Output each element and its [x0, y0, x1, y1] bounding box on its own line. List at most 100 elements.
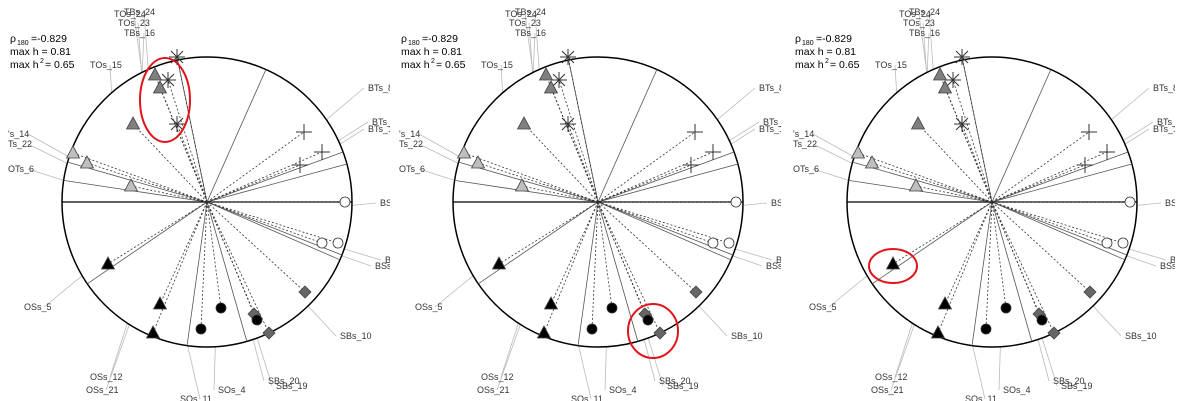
- point-label: TBs_24: [909, 7, 940, 17]
- point-label: BTs_25: [1157, 117, 1187, 127]
- projection-line: [597, 131, 696, 203]
- point-label: BSs_1t: [375, 261, 405, 271]
- leader-line: [418, 143, 459, 164]
- marker-cross: [954, 116, 970, 132]
- marker-diamond: [298, 285, 312, 299]
- marker-cross: [705, 144, 721, 160]
- point-label: OSs_21: [477, 385, 510, 395]
- stat-rho-value: =-0.829: [31, 33, 67, 45]
- marker-triangle: [908, 178, 924, 192]
- point-label: BSs: [385, 255, 402, 265]
- leader-line: [307, 305, 337, 337]
- stat-max-h2-sup: 2: [431, 58, 435, 65]
- point-label: OTs_6: [399, 164, 425, 174]
- highlight-ellipse: [868, 248, 918, 284]
- vector-line: [478, 201, 599, 285]
- projection-line: [167, 79, 208, 203]
- point-label: BTs_8: [759, 83, 784, 93]
- point-label: SBs_10: [731, 331, 763, 341]
- leader-line: [27, 143, 68, 164]
- point-label: OSs_12: [481, 372, 514, 382]
- vector-line: [852, 161, 993, 203]
- leader-line: [496, 324, 521, 391]
- point-label: TOs_23: [903, 18, 935, 28]
- marker-triangle: [456, 145, 472, 159]
- leader-line: [1136, 202, 1162, 206]
- leader-line: [109, 64, 113, 93]
- marker-cross: [551, 72, 567, 88]
- point-label: TOs_24: [899, 9, 931, 19]
- projection-line: [937, 201, 993, 334]
- leader-line: [998, 346, 1001, 391]
- projection-line: [985, 201, 993, 330]
- projection-line: [892, 201, 993, 265]
- point-label: OSs_21: [86, 385, 119, 395]
- marker-triangle: [470, 155, 486, 169]
- stat-max-h: max h = 0.81: [401, 46, 462, 58]
- marker-cross: [160, 72, 176, 88]
- point-label: BSs_1t: [1160, 261, 1190, 271]
- marker-triangle: [937, 296, 953, 310]
- stat-max-h2-value: = 0.65: [45, 59, 75, 71]
- marker-triangle: [514, 178, 530, 192]
- projection-line: [206, 201, 306, 293]
- marker-triangle: [850, 145, 866, 159]
- vector-line: [971, 201, 993, 346]
- projection-line: [206, 201, 339, 244]
- marker-diamond: [1083, 285, 1097, 299]
- vector-line: [87, 201, 208, 285]
- point-label: BTs_8: [368, 83, 393, 93]
- leader-line: [418, 133, 461, 158]
- marker-triangle: [536, 325, 552, 339]
- projection-line: [132, 123, 208, 203]
- point-label: TBs_16: [515, 28, 546, 38]
- vector-line: [206, 201, 248, 342]
- vector-line: [597, 151, 735, 203]
- leader-line: [730, 128, 756, 145]
- stat-rho-sub: 180: [802, 40, 814, 47]
- point-label: SOs_11: [965, 394, 997, 401]
- marker-triangle: [543, 296, 559, 310]
- leader-line: [418, 168, 455, 181]
- point-label: 's_14: [8, 129, 29, 139]
- marker-circle: [195, 323, 207, 335]
- projection-line: [952, 79, 993, 203]
- vector-line: [991, 69, 1052, 203]
- projection-line: [130, 185, 208, 203]
- leader-line: [43, 275, 83, 308]
- projection-line: [991, 201, 1091, 293]
- point-label: TOs_15: [875, 60, 907, 70]
- stat-rho: ρ: [10, 33, 16, 45]
- stat-rho-sub: 180: [408, 40, 420, 47]
- point-label: TOs_23: [509, 18, 541, 28]
- projection-line: [523, 123, 599, 203]
- marker-triangle: [516, 116, 532, 130]
- point-label: 's_14: [793, 129, 814, 139]
- marker-cross: [954, 49, 970, 65]
- marker-triangle: [125, 116, 141, 130]
- stat-max-h2-value: = 0.65: [436, 59, 466, 71]
- marker-cross: [169, 116, 185, 132]
- leader-line: [647, 337, 664, 387]
- leader-line: [1123, 121, 1154, 142]
- leader-line: [735, 248, 773, 261]
- marker-cross: [1077, 157, 1093, 173]
- marker-circle: [707, 237, 719, 249]
- marker-triangle: [79, 155, 95, 169]
- leader-line: [890, 324, 915, 391]
- point-label: TOs_15: [481, 60, 513, 70]
- marker-triangle: [147, 67, 163, 81]
- leader-line: [27, 168, 64, 181]
- point-label: TBs_24: [515, 7, 546, 17]
- leader-line: [894, 64, 898, 93]
- marker-circle: [339, 196, 351, 208]
- point-label: BSs: [1170, 255, 1187, 265]
- point-label: BTs_17: [759, 124, 789, 134]
- point-label: SOs_4: [218, 385, 246, 395]
- leader-line: [729, 121, 760, 142]
- projection-line: [477, 162, 599, 203]
- point-label: SBs_10: [340, 331, 372, 341]
- leader-line: [604, 346, 607, 391]
- projection-line: [917, 123, 993, 203]
- marker-circle: [730, 196, 742, 208]
